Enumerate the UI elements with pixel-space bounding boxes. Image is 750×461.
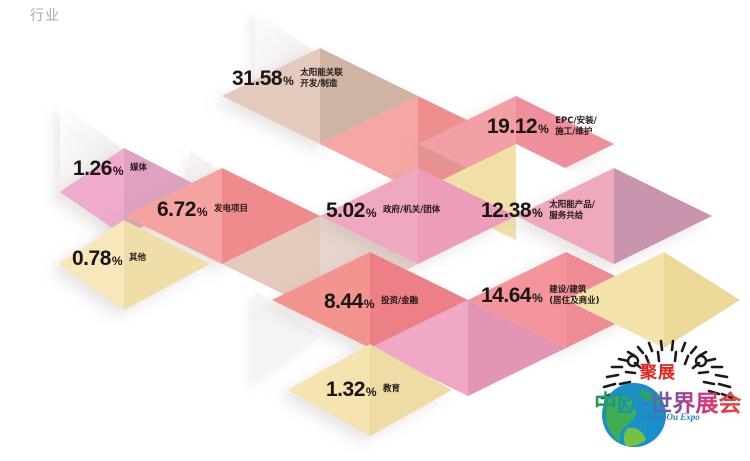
tile-face-right	[222, 168, 320, 264]
logo-main-text: 中欧-世界展会	[594, 384, 742, 418]
slice-tile-education[interactable]	[288, 344, 452, 436]
tile-face-right	[370, 344, 452, 436]
burst-circle-left	[626, 354, 640, 368]
tile-face-left	[58, 220, 124, 310]
slice-tile-power-generation-projects[interactable]	[124, 168, 320, 264]
slice-tile-government-agency-group[interactable]	[320, 168, 516, 264]
tile-face-right	[614, 168, 712, 264]
tile-face-left	[288, 344, 370, 436]
logo[interactable]: 聚展 中欧-世界展会 ZhongOu Expo	[588, 332, 746, 456]
tile-face-right	[124, 220, 210, 310]
tile-face-right	[320, 48, 418, 144]
tile-face-left	[60, 148, 124, 236]
burst-circle-right	[694, 354, 708, 368]
tile-face-right	[418, 168, 516, 264]
page-title: 行业	[30, 8, 60, 24]
slice-tile-solar-dev-manufacturing[interactable]	[222, 48, 418, 144]
tile-face-left	[320, 168, 418, 264]
tile-face-left	[124, 168, 222, 264]
tile-face-left	[516, 168, 614, 264]
globe-icon	[602, 383, 666, 447]
tile-face-left	[272, 252, 370, 348]
slice-tile-investment-finance[interactable]	[272, 252, 468, 348]
logo-graphic	[600, 339, 734, 447]
filler-tile-yellow-b	[566, 252, 740, 348]
slice-tile-solar-products-services[interactable]	[516, 168, 712, 264]
logo-sub-text: ZhongOu Expo	[642, 412, 700, 422]
logo-burst-text: 聚展	[640, 363, 676, 383]
tile-face-left	[222, 48, 320, 144]
filler-tile-c1	[370, 300, 566, 396]
slice-tile-others[interactable]	[58, 220, 210, 310]
tile-face-right	[370, 252, 468, 348]
tile-face-left	[468, 252, 566, 348]
